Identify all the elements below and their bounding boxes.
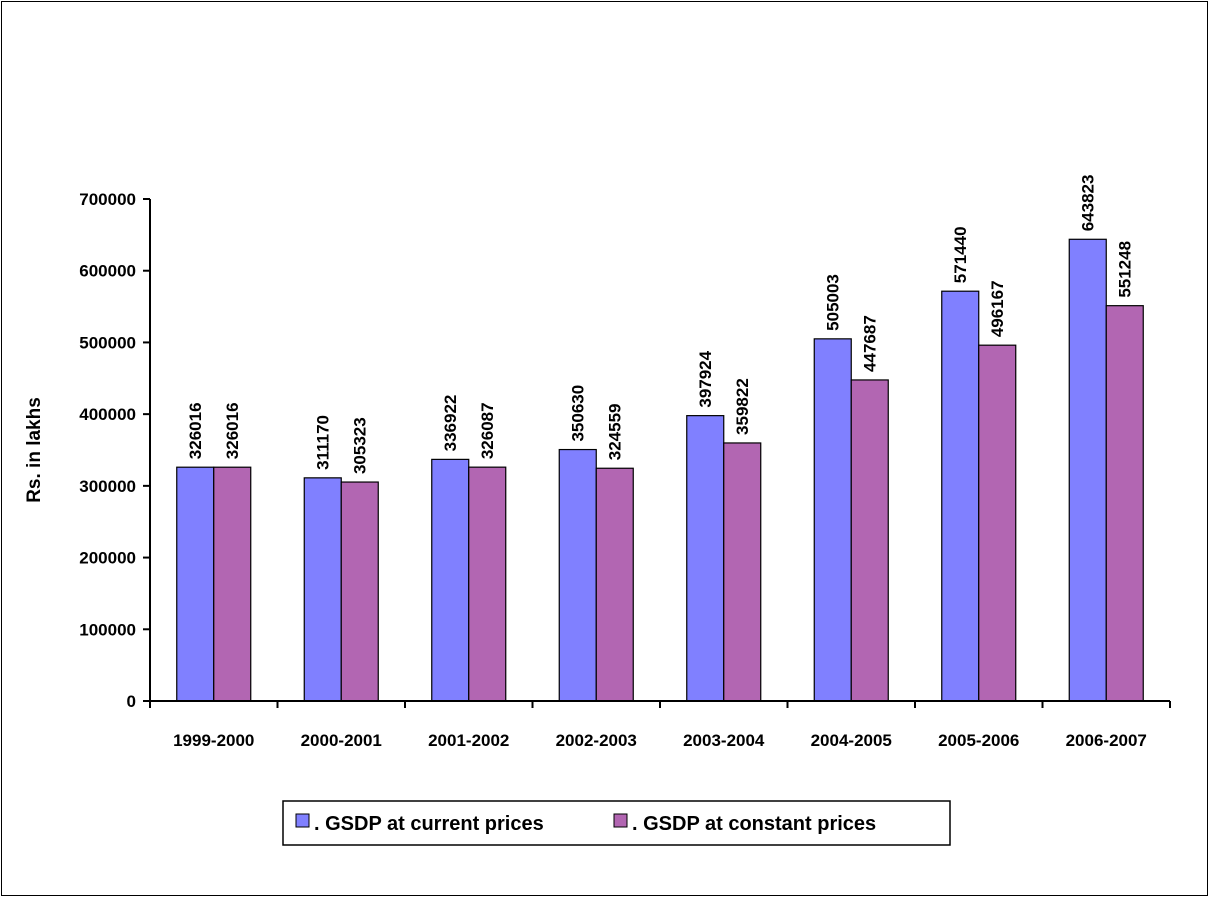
- bar-series-2: [850, 379, 889, 702]
- y-tick-label: 500000: [79, 333, 136, 352]
- bar-series-2: [595, 467, 634, 702]
- x-category-label: 2004-2005: [811, 731, 892, 750]
- x-category-label: 2005-2006: [938, 731, 1019, 750]
- data-label: 571440: [951, 226, 970, 283]
- x-category-label: 2002-2003: [556, 731, 637, 750]
- bar-series-2: [213, 466, 252, 702]
- y-tick-label: 200000: [79, 549, 136, 568]
- legend-entry-label: . GSDP at current prices: [314, 813, 544, 835]
- data-label: 311170: [314, 415, 333, 470]
- data-label: 551248: [1116, 241, 1135, 298]
- y-tick-label: 400000: [79, 405, 136, 424]
- bar-series-1: [941, 290, 980, 702]
- x-axis-ticks: 1999-2000 2000-2001 2001-2002 2002-2003 2003…: [149, 701, 1171, 750]
- legend-entry-label: . GSDP at constant prices: [632, 813, 876, 835]
- data-label: 643823: [1079, 175, 1098, 232]
- data-label: 447687: [861, 315, 880, 372]
- bar-series-1: [431, 458, 470, 702]
- bar-series-1: [686, 415, 725, 702]
- legend-swatch: [295, 813, 310, 828]
- data-label: 350630: [569, 385, 588, 442]
- data-label: 326016: [223, 402, 242, 459]
- bar-series-2: [978, 344, 1017, 702]
- legend: . GSDP at current prices . GSDP at consta…: [282, 800, 951, 846]
- data-label: 324559: [606, 404, 625, 461]
- y-tick-label: 300000: [79, 477, 136, 496]
- legend-swatch: [613, 813, 628, 828]
- y-tick-label: 700000: [79, 190, 136, 209]
- y-axis-title: Rs. in lakhs: [24, 397, 45, 503]
- data-label: 359822: [733, 378, 752, 435]
- bar-series-1: [813, 338, 852, 702]
- data-labels: 326016 311170 336922 350630 397924 505003 5714…: [186, 175, 1135, 474]
- bar-series-2: [468, 466, 507, 702]
- data-label: 326087: [478, 402, 497, 459]
- x-category-label: 2001-2002: [428, 731, 509, 750]
- bar-series-2: [723, 442, 762, 702]
- y-tick-label: 100000: [79, 620, 136, 639]
- x-category-label: 2006-2007: [1066, 731, 1147, 750]
- y-axis-ticks: 0 100000 200000 300000 400000 500000 600000 700…: [79, 190, 150, 711]
- y-tick-label: 0: [127, 692, 136, 711]
- bar-series-2: [340, 481, 379, 702]
- bar-series-1: [1068, 238, 1107, 702]
- y-tick-label: 600000: [79, 262, 136, 281]
- data-label: 397924: [696, 350, 715, 407]
- bar-series-1: [303, 477, 342, 702]
- legend-box: [282, 800, 951, 846]
- data-label: 496167: [988, 280, 1007, 337]
- bar-series-2: [1105, 305, 1144, 702]
- data-label: 326016: [186, 402, 205, 459]
- data-label: 305323: [351, 417, 370, 474]
- x-category-label: 2003-2004: [683, 731, 765, 750]
- x-category-label: 2000-2001: [301, 731, 382, 750]
- bar-series-1: [176, 466, 215, 702]
- data-label: 336922: [441, 395, 460, 452]
- data-label: 505003: [824, 274, 843, 331]
- x-category-label: 1999-2000: [173, 731, 254, 750]
- bar-series-1: [558, 448, 597, 702]
- bars: [176, 238, 1144, 702]
